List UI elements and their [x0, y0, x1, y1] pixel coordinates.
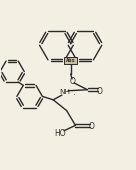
- FancyBboxPatch shape: [64, 57, 78, 64]
- Text: ·: ·: [72, 91, 75, 100]
- Text: NH: NH: [59, 89, 70, 95]
- Text: O: O: [96, 87, 102, 96]
- Text: O: O: [89, 122, 95, 131]
- Text: O: O: [70, 77, 76, 86]
- Text: HO: HO: [54, 129, 66, 138]
- Text: Abs: Abs: [66, 58, 76, 63]
